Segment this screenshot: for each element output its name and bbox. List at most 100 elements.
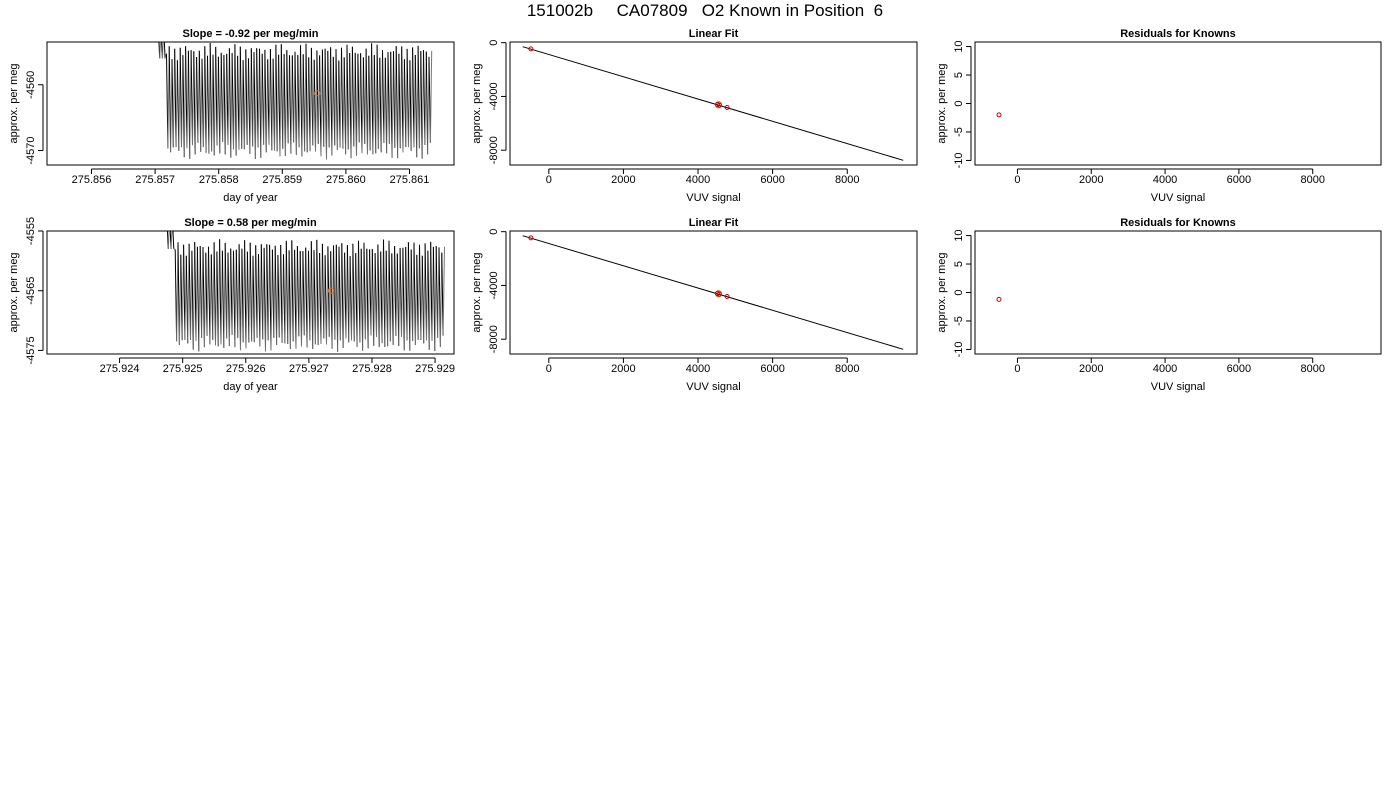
panel-drift-1: Slope = -0.92 per meg/min 275.856 275.857 2… <box>8 28 455 204</box>
mean-marker <box>314 90 321 97</box>
panel-title: Linear Fit <box>689 217 739 229</box>
x-tick-label: 2000 <box>1079 174 1103 186</box>
data-point <box>528 46 534 52</box>
signal-trace-segment <box>442 246 445 336</box>
y-axis-label: approx. per meg <box>936 63 948 143</box>
panel-title: Residuals for Knowns <box>1120 28 1236 40</box>
y-axis-label: approx. per meg <box>8 63 20 143</box>
x-tick-label: 275.924 <box>100 363 140 375</box>
data-point <box>724 293 730 299</box>
y-tick-label: 10 <box>953 229 965 241</box>
data-point <box>716 291 722 297</box>
plot-frame <box>974 41 1382 166</box>
y-tick-label: 10 <box>953 40 965 52</box>
y-tick-label: -4000 <box>488 271 500 299</box>
signal-trace-segment <box>163 42 166 59</box>
x-tick-label: 8000 <box>1300 174 1324 186</box>
x-tick-label: 275.856 <box>72 174 112 186</box>
mean-marker <box>327 287 335 294</box>
panel-title: Slope = 0.58 per meg/min <box>184 217 317 229</box>
x-tick-label: 6000 <box>760 174 784 186</box>
plot-frame <box>974 230 1382 355</box>
x-tick-label: 0 <box>546 174 552 186</box>
x-tick-label: 6000 <box>760 363 784 375</box>
plot-frame <box>46 41 455 166</box>
x-axis-label: VUV signal <box>686 381 740 393</box>
x-tick-label: 2000 <box>611 174 635 186</box>
x-tick-label: 6000 <box>1227 174 1251 186</box>
fit-line <box>522 46 904 161</box>
signal-trace-segment <box>173 248 176 250</box>
panel-title: Residuals for Knowns <box>1120 217 1236 229</box>
y-tick-label: -4570 <box>25 136 37 164</box>
y-tick-label: -5 <box>953 316 965 326</box>
panel-linear-fit-2: Linear Fit 0 2000 4000 6000 8000 VUV signal 0 -4… <box>471 217 918 393</box>
y-tick-label: 0 <box>488 229 500 235</box>
data-point <box>996 112 1002 118</box>
signal-trace-segment <box>434 245 437 352</box>
x-tick-label: 275.925 <box>163 363 203 375</box>
plot-area <box>158 42 433 160</box>
signal-trace-segment <box>172 231 175 249</box>
x-tick-label: 8000 <box>835 363 859 375</box>
plot-area <box>166 231 445 352</box>
data-point <box>724 104 730 110</box>
x-tick-label: 8000 <box>835 174 859 186</box>
plot-frame <box>509 230 918 355</box>
x-axis-label: day of year <box>223 381 278 393</box>
x-tick-label: 275.926 <box>226 363 266 375</box>
y-tick-label: 0 <box>953 100 965 106</box>
x-axis-label: VUV signal <box>686 192 740 204</box>
signal-trace-segment <box>189 50 192 159</box>
x-tick-label: 0 <box>1014 174 1020 186</box>
x-tick-label: 4000 <box>686 174 710 186</box>
plot-area <box>522 46 904 161</box>
y-tick-label: -10 <box>953 341 965 357</box>
x-tick-label: 275.927 <box>289 363 329 375</box>
data-point <box>716 102 722 108</box>
y-tick-label: -4575 <box>25 336 37 364</box>
panel-title: Slope = -0.92 per meg/min <box>182 28 318 40</box>
x-tick-label: 0 <box>546 363 552 375</box>
y-axis-label: approx. per meg <box>471 252 483 332</box>
y-tick-label: -4555 <box>25 217 37 245</box>
panel-title: Linear Fit <box>689 28 739 40</box>
panel-residuals-1: Residuals for Knowns 0 2000 4000 6000 8000 VUV… <box>936 28 1382 204</box>
x-tick-label: 275.857 <box>135 174 175 186</box>
plot-area <box>996 112 1002 118</box>
plot-frame <box>46 230 455 355</box>
signal-trace-segment <box>170 231 173 249</box>
x-tick-label: 4000 <box>1153 174 1177 186</box>
signal-trace-segment <box>167 231 170 249</box>
panel-linear-fit-1: Linear Fit 0 2000 4000 6000 8000 VUV signal 0 -4… <box>471 28 918 204</box>
data-point <box>996 296 1002 302</box>
x-tick-label: 2000 <box>611 363 635 375</box>
signal-trace-segment <box>161 42 164 59</box>
y-tick-label: -10 <box>953 152 965 168</box>
signal-trace-segment <box>159 42 161 59</box>
x-tick-label: 4000 <box>1153 363 1177 375</box>
x-tick-label: 275.858 <box>199 174 239 186</box>
x-tick-label: 0 <box>1014 363 1020 375</box>
fit-line <box>522 235 904 350</box>
x-tick-label: 2000 <box>1079 363 1103 375</box>
y-axis-label: approx. per meg <box>8 252 20 332</box>
signal-trace-segment <box>249 242 253 342</box>
y-tick-label: -4560 <box>25 71 37 99</box>
page-title: 151002b CA07809 O2 Known in Position 6 <box>526 1 884 20</box>
panel-drift-2: Slope = 0.58 per meg/min 275.924 275.925 27… <box>8 217 455 393</box>
data-point <box>528 235 534 241</box>
x-tick-label: 275.860 <box>326 174 366 186</box>
signal-trace-segment <box>356 53 359 156</box>
plot-area <box>522 235 904 350</box>
y-tick-label: 0 <box>488 40 500 46</box>
x-axis-label: VUV signal <box>1151 192 1205 204</box>
y-tick-label: 5 <box>953 261 965 267</box>
signal-trace-segment <box>367 249 371 349</box>
x-tick-label: 4000 <box>686 363 710 375</box>
x-axis-label: VUV signal <box>1151 381 1205 393</box>
x-tick-label: 275.928 <box>352 363 392 375</box>
x-tick-label: 275.859 <box>262 174 302 186</box>
signal-trace-segment <box>429 50 433 143</box>
